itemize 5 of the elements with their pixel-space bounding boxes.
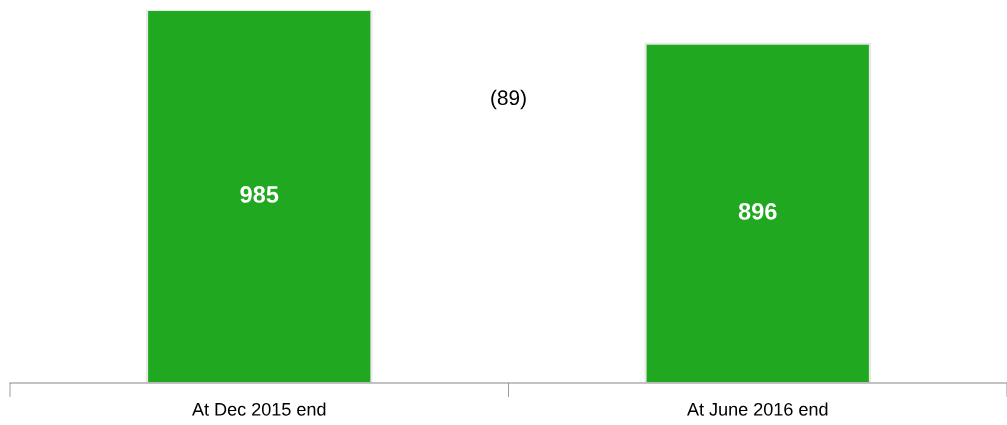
- x-tick-label: At Dec 2015 end: [192, 402, 326, 416]
- data-label: 896: [738, 202, 777, 220]
- annotation: (89): [491, 89, 526, 110]
- x-tick-label: At June 2016 end: [687, 402, 828, 416]
- data-label: 985: [240, 186, 279, 203]
